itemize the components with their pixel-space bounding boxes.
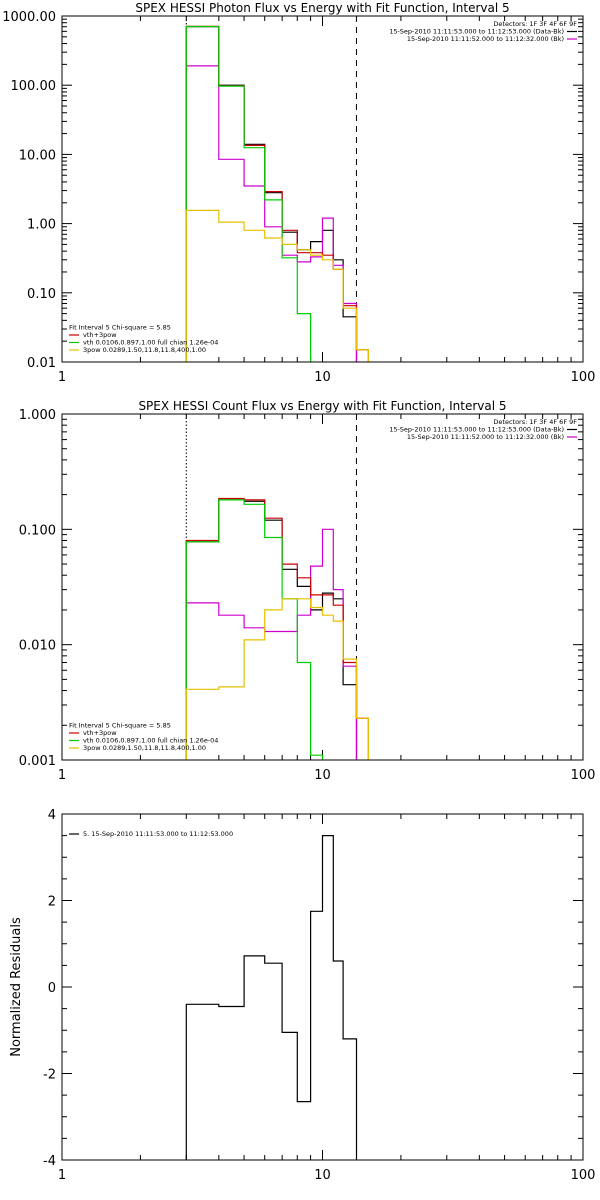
series-vth xyxy=(185,25,369,362)
y-tick-label: 4 xyxy=(48,808,56,823)
legend-entry: vth 0.0106,0.897,1.00 full chian 1.26e-0… xyxy=(83,737,218,745)
series-3pow xyxy=(185,598,369,760)
legend-entry: Detectors: 1F 3F 4F 6F 9F xyxy=(493,20,577,28)
y-tick-label: 0.10 xyxy=(27,287,56,302)
chart-title: SPEX HESSI Count Flux vs Energy with Fit… xyxy=(138,399,506,413)
legend-entry: 3pow 0.0289,1.50,11.8,11.8,400,1.00 xyxy=(83,744,206,752)
legend-entry: 15-Sep-2010 11:11:53.000 to 11:12:53.000… xyxy=(389,28,564,36)
legend-entry: Fit Interval 5 Chi-square = 5.85 xyxy=(69,722,171,730)
series-vth-3pow xyxy=(185,25,369,362)
y-tick-label: 2 xyxy=(48,895,56,910)
y-tick-label: 0.100 xyxy=(19,523,56,538)
x-tick-label: 10 xyxy=(314,768,331,783)
x-tick-label: 10 xyxy=(314,1168,331,1183)
x-tick-label: 1 xyxy=(58,370,66,385)
series-vth xyxy=(185,499,369,760)
x-tick-label: 10 xyxy=(314,370,331,385)
legend-entry: vth 0.0106,0.897,1.00 full chian 1.26e-0… xyxy=(83,339,218,347)
series-vth-3pow xyxy=(185,497,369,760)
x-tick-label: 1 xyxy=(58,768,66,783)
legend-entry: Detectors: 1F 3F 4F 6F 9F xyxy=(493,418,577,426)
y-tick-label: -4 xyxy=(43,1154,56,1169)
y-tick-label: 1000.00 xyxy=(2,10,56,25)
chart-panel-1: SPEX HESSI Photon Flux vs Energy with Fi… xyxy=(2,1,596,385)
legend-entry: 5. 15-Sep-2010 11:11:53.000 to 11:12:53.… xyxy=(83,830,233,838)
series-3pow xyxy=(185,209,369,362)
legend-entry: vth+3pow xyxy=(83,331,117,339)
series-group xyxy=(185,835,358,1160)
y-tick-label: 10.00 xyxy=(19,148,56,163)
y-tick-label: 1.00 xyxy=(27,218,56,233)
plot-frame xyxy=(61,15,584,363)
series-residuals xyxy=(185,835,358,1160)
x-tick-label: 1 xyxy=(58,1168,66,1183)
series-data-bk xyxy=(185,26,369,362)
series-group xyxy=(185,497,369,760)
y-tick-label: 0.010 xyxy=(19,639,56,654)
series-data-bk xyxy=(185,499,369,760)
y-tick-label: 1.000 xyxy=(19,408,56,423)
chart-panel-2: SPEX HESSI Count Flux vs Energy with Fit… xyxy=(19,399,596,783)
x-tick-label: 100 xyxy=(571,1168,596,1183)
legend-entry: 15-Sep-2010 11:11:53.000 to 11:12:53.000… xyxy=(389,426,564,434)
plot-frame xyxy=(61,413,584,761)
series-bk xyxy=(185,528,369,760)
series-bk xyxy=(185,65,369,362)
legend-entry: vth+3pow xyxy=(83,729,117,737)
chart-title: SPEX HESSI Photon Flux vs Energy with Fi… xyxy=(135,1,509,15)
legend-entry: 15-Sep-2010 11:11:52.000 to 11:12:32.000… xyxy=(407,433,564,441)
x-tick-label: 100 xyxy=(571,768,596,783)
series-group xyxy=(185,25,369,362)
legend-entry: 3pow 0.0289,1.50,11.8,11.8,400,1.00 xyxy=(83,346,206,354)
legend-entry: Fit Interval 5 Chi-square = 5.85 xyxy=(69,324,171,332)
y-tick-label: 0.01 xyxy=(27,356,56,371)
y-tick-label: 100.00 xyxy=(11,79,57,94)
y-axis-label: Normalized Residuals xyxy=(9,917,24,1057)
legend-entry: 15-Sep-2010 11:11:52.000 to 11:12:32.000… xyxy=(407,35,564,43)
y-tick-label: 0.001 xyxy=(19,754,56,769)
y-tick-label: -2 xyxy=(43,1068,56,1083)
plot-frame xyxy=(61,813,584,1161)
chart-panel-3: Normalized Residuals 1 10 100 4 2 0 -2 -4 5. 15-S… xyxy=(9,808,595,1183)
y-tick-label: 0 xyxy=(48,981,56,996)
x-tick-label: 100 xyxy=(571,370,596,385)
